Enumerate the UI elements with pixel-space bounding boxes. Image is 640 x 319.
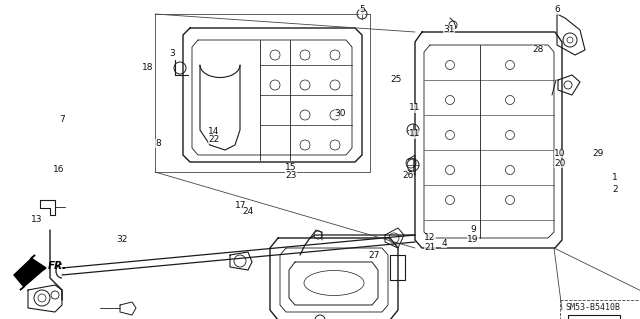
Text: 9: 9: [470, 225, 476, 234]
Text: 26: 26: [403, 172, 413, 181]
Text: 23: 23: [285, 170, 297, 180]
Text: 5: 5: [359, 5, 365, 14]
Text: 30: 30: [334, 109, 346, 118]
Text: 11: 11: [409, 130, 420, 138]
Text: 32: 32: [116, 235, 128, 244]
Text: 20: 20: [554, 159, 566, 167]
Text: 28: 28: [532, 44, 544, 54]
Text: 22: 22: [209, 135, 220, 144]
Text: 18: 18: [142, 63, 154, 72]
Text: 6: 6: [554, 5, 560, 14]
Text: 12: 12: [424, 234, 436, 242]
Text: 11: 11: [409, 103, 420, 113]
Text: 15: 15: [285, 164, 297, 173]
Text: 29: 29: [592, 149, 604, 158]
Text: 13: 13: [31, 216, 43, 225]
Text: 7: 7: [59, 115, 65, 124]
Text: 1: 1: [612, 174, 618, 182]
Text: 17: 17: [236, 201, 247, 210]
Polygon shape: [14, 255, 46, 290]
Text: 24: 24: [243, 207, 253, 217]
Text: 14: 14: [208, 128, 220, 137]
Text: SM53-B5410B: SM53-B5410B: [565, 303, 620, 313]
Text: 2: 2: [612, 186, 618, 195]
Text: 31: 31: [444, 25, 455, 33]
Text: 19: 19: [467, 235, 479, 244]
Text: 4: 4: [441, 239, 447, 248]
Text: FR.: FR.: [48, 261, 67, 271]
Text: 8: 8: [155, 138, 161, 147]
Text: 25: 25: [390, 76, 402, 85]
Text: 10: 10: [554, 149, 566, 158]
Text: 16: 16: [53, 165, 65, 174]
Text: 3: 3: [169, 48, 175, 57]
Text: 21: 21: [424, 243, 436, 253]
Text: 27: 27: [368, 250, 380, 259]
